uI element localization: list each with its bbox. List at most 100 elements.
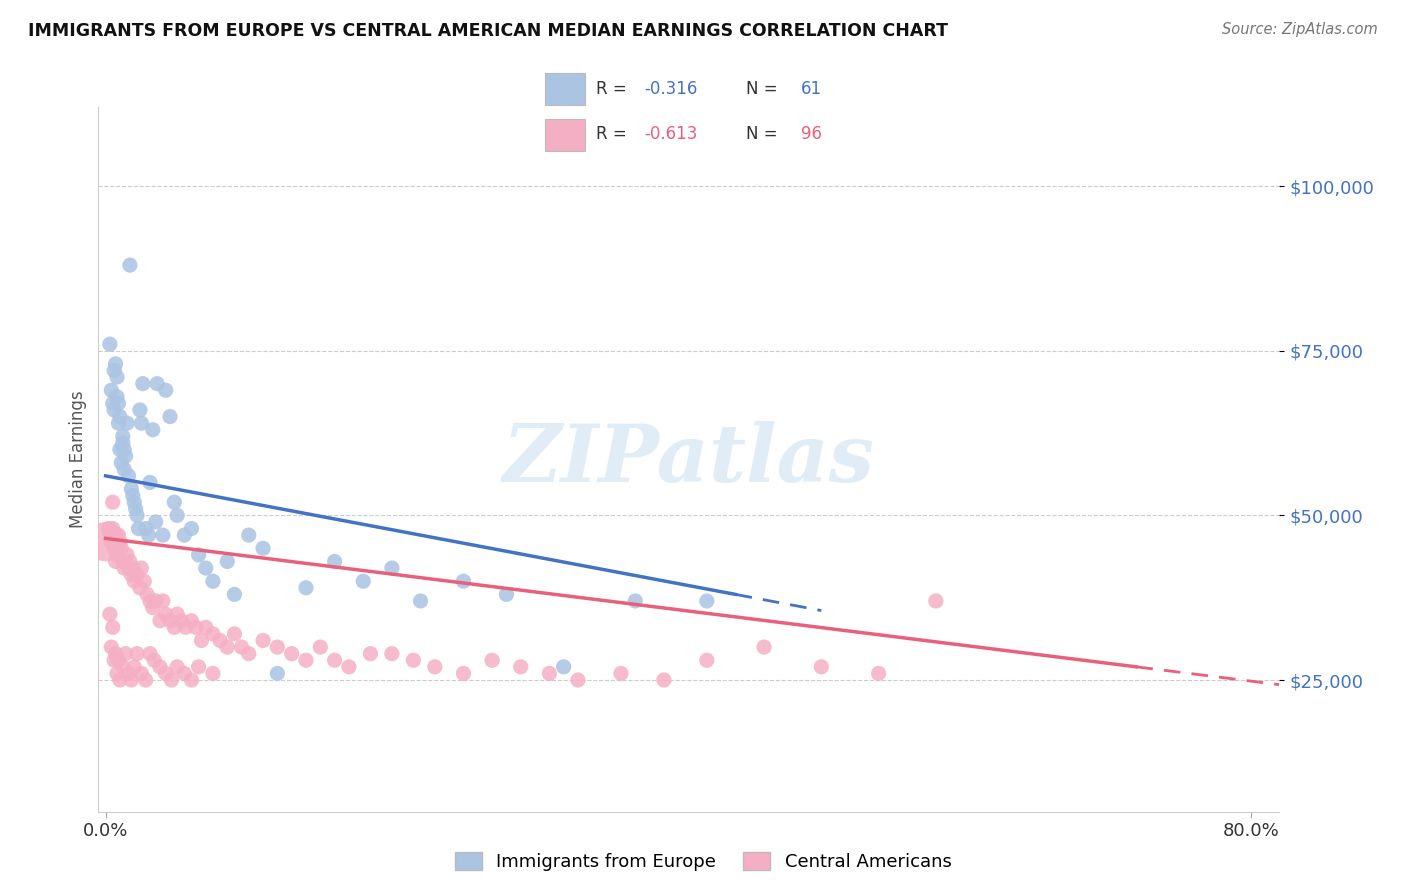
Point [98,607,121,622]
Point [117,666,139,681]
Text: N =: N = [747,125,783,143]
Point [238,647,260,661]
Text: 96: 96 [801,125,823,143]
Point [131,666,153,681]
Point [423,660,446,674]
Point [118,258,141,272]
Point [122,495,145,509]
Point [145,515,167,529]
Point [103,541,125,556]
Point [139,647,162,661]
FancyBboxPatch shape [546,120,585,151]
Point [108,409,131,424]
Point [108,442,131,457]
Point [121,561,143,575]
Point [135,673,157,687]
Point [567,673,589,687]
Point [103,653,125,667]
Point [114,647,136,661]
Point [159,614,181,628]
Point [166,660,188,674]
Text: Source: ZipAtlas.com: Source: ZipAtlas.com [1222,22,1378,37]
Point [114,554,136,568]
Point [252,541,274,556]
Point [118,554,141,568]
Point [135,522,157,536]
Point [152,594,174,608]
Point [101,522,124,536]
Point [125,567,148,582]
Point [112,442,135,457]
Point [180,614,202,628]
Point [925,594,948,608]
Point [100,534,122,549]
Point [110,456,132,470]
Point [107,653,129,667]
Point [125,647,148,661]
Point [112,561,135,575]
Point [111,429,134,443]
Point [190,633,212,648]
Point [166,508,188,523]
Point [146,376,169,391]
Point [128,522,150,536]
Point [94,534,117,549]
Point [117,468,139,483]
Point [231,640,253,654]
Text: -0.613: -0.613 [644,125,697,143]
Point [139,594,162,608]
Point [124,501,146,516]
Point [112,462,135,476]
Point [337,660,360,674]
Point [160,673,183,687]
Point [149,660,172,674]
Point [105,548,128,562]
Point [280,647,302,661]
Point [100,640,122,654]
Point [122,660,145,674]
Point [134,574,156,589]
Point [125,508,148,523]
Point [252,633,274,648]
Text: 61: 61 [801,80,823,98]
Point [132,376,155,391]
Point [187,660,209,674]
Point [117,561,139,575]
Point [810,660,832,674]
Point [142,423,165,437]
Point [111,436,134,450]
Point [131,416,153,430]
Point [194,620,217,634]
Text: ZIPatlas: ZIPatlas [503,421,875,498]
Point [402,653,425,667]
Point [201,627,224,641]
Point [107,416,129,430]
Point [114,449,136,463]
Point [266,640,288,654]
Point [155,666,177,681]
Text: R =: R = [596,80,633,98]
Point [163,620,186,634]
Point [201,574,224,589]
Point [131,561,153,575]
Point [107,528,129,542]
Point [696,594,718,608]
Point [142,600,165,615]
Point [180,522,202,536]
Point [110,541,132,556]
Point [111,554,134,568]
Point [323,554,346,568]
Point [381,561,404,575]
Point [155,383,177,397]
Point [509,660,531,674]
Point [143,653,166,667]
Point [155,607,177,622]
Point [115,416,138,430]
Point [166,607,188,622]
Point [696,653,718,667]
Point [98,528,121,542]
Point [173,666,195,681]
Point [184,620,207,634]
Point [105,390,128,404]
Point [138,528,160,542]
